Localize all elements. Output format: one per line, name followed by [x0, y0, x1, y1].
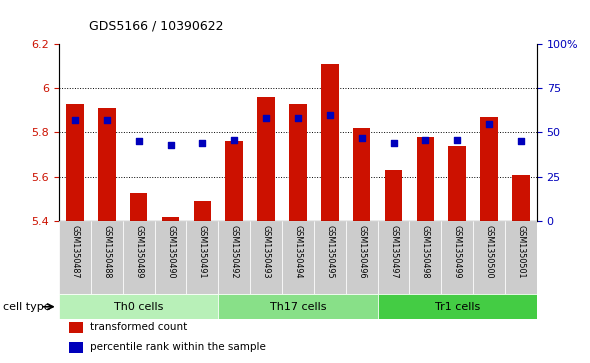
Text: GSM1350492: GSM1350492	[230, 225, 239, 279]
Bar	[250, 221, 282, 294]
Point	[261, 115, 271, 121]
Text: Th17 cells: Th17 cells	[270, 302, 326, 312]
Bar	[123, 221, 155, 294]
Bar	[194, 201, 211, 221]
Point	[198, 140, 207, 146]
Bar	[473, 221, 505, 294]
Bar	[385, 170, 402, 221]
Point	[134, 138, 143, 144]
Bar	[59, 221, 91, 294]
Text: GSM1350499: GSM1350499	[453, 225, 462, 279]
Bar	[505, 221, 537, 294]
Bar	[289, 103, 307, 221]
Bar	[59, 294, 218, 319]
Bar	[353, 128, 371, 221]
Text: transformed count: transformed count	[90, 322, 187, 332]
Bar	[66, 103, 84, 221]
Text: GSM1350494: GSM1350494	[293, 225, 303, 278]
Text: GSM1350501: GSM1350501	[516, 225, 526, 278]
Bar	[155, 221, 186, 294]
Text: GSM1350489: GSM1350489	[134, 225, 143, 278]
Bar	[98, 108, 116, 221]
Point	[516, 138, 526, 144]
Bar	[441, 221, 473, 294]
Text: GDS5166 / 10390622: GDS5166 / 10390622	[88, 20, 223, 33]
Bar	[512, 175, 530, 221]
Bar	[162, 217, 179, 221]
Bar	[480, 117, 498, 221]
Point	[166, 142, 175, 148]
Point	[421, 137, 430, 143]
Bar	[314, 221, 346, 294]
Bar	[91, 221, 123, 294]
Text: GSM1350490: GSM1350490	[166, 225, 175, 278]
Text: GSM1350488: GSM1350488	[102, 225, 112, 278]
Text: GSM1350500: GSM1350500	[484, 225, 494, 278]
Text: GSM1350491: GSM1350491	[198, 225, 207, 278]
Point	[325, 112, 335, 118]
Bar	[68, 322, 83, 333]
Text: GSM1350493: GSM1350493	[261, 225, 271, 278]
Bar	[186, 221, 218, 294]
Text: GSM1350496: GSM1350496	[357, 225, 366, 278]
Bar	[346, 221, 378, 294]
Bar	[417, 137, 434, 221]
Point	[230, 137, 239, 143]
Point	[102, 117, 112, 123]
Bar	[130, 192, 148, 221]
Text: GSM1350487: GSM1350487	[70, 225, 80, 278]
Bar	[409, 221, 441, 294]
Text: cell type: cell type	[3, 302, 51, 312]
Point	[453, 137, 462, 143]
Bar	[218, 221, 250, 294]
Bar	[282, 221, 314, 294]
Bar	[68, 342, 83, 353]
Text: GSM1350495: GSM1350495	[325, 225, 335, 279]
Point	[357, 135, 366, 141]
Bar	[378, 294, 537, 319]
Point	[293, 115, 303, 121]
Point	[389, 140, 398, 146]
Text: GSM1350497: GSM1350497	[389, 225, 398, 279]
Text: percentile rank within the sample: percentile rank within the sample	[90, 342, 266, 352]
Bar	[257, 97, 275, 221]
Bar	[218, 294, 378, 319]
Point	[484, 121, 494, 126]
Text: GSM1350498: GSM1350498	[421, 225, 430, 278]
Text: Th0 cells: Th0 cells	[114, 302, 163, 312]
Text: Tr1 cells: Tr1 cells	[435, 302, 480, 312]
Point	[70, 117, 80, 123]
Bar	[448, 146, 466, 221]
Bar	[225, 142, 243, 221]
Bar	[378, 221, 409, 294]
Bar	[321, 64, 339, 221]
